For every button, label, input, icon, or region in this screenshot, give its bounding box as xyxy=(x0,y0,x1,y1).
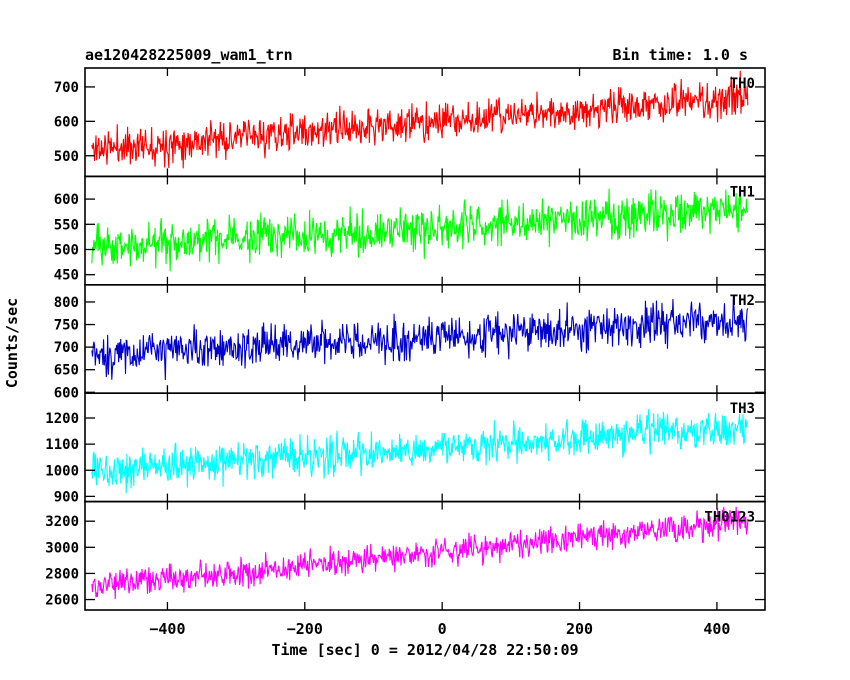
x-tick-label: 0 xyxy=(438,620,447,638)
y-tick-label: 600 xyxy=(54,114,79,130)
y-axis-label: Counts/sec xyxy=(3,298,21,388)
series-line-th2 xyxy=(91,297,749,381)
y-tick-label: 550 xyxy=(54,217,79,233)
series-line-th1 xyxy=(91,185,749,272)
x-tick-label: −200 xyxy=(287,620,323,638)
y-tick-label: 1000 xyxy=(45,463,79,479)
y-tick-label: 750 xyxy=(54,318,79,334)
y-tick-label: 2800 xyxy=(45,566,79,582)
panel-frame-th0123 xyxy=(84,500,766,611)
y-tick-label: 600 xyxy=(54,192,79,208)
x-axis-label: Time [sec] 0 = 2012/04/28 22:50:09 xyxy=(271,641,578,659)
y-tick-label: 900 xyxy=(54,489,79,505)
panel-label-th0: TH0 xyxy=(730,76,755,92)
series-line-th0 xyxy=(91,70,749,169)
x-tick-label: 400 xyxy=(703,620,730,638)
panel-label-th3: TH3 xyxy=(730,401,755,417)
plot-title: ae120428225009_wam1_trn xyxy=(85,46,293,64)
y-tick-label: 600 xyxy=(54,385,79,401)
y-tick-label: 450 xyxy=(54,268,79,284)
panels-group: 500 600 700 TH0 450 500 550 600 TH1 600 650 700 750 8… xyxy=(45,67,766,638)
series-line-th3 xyxy=(91,408,749,494)
y-tick-label: 3000 xyxy=(45,540,79,556)
series-line-th0123 xyxy=(91,506,749,600)
y-tick-label: 650 xyxy=(54,363,79,379)
y-tick-label: 1200 xyxy=(45,411,79,427)
y-tick-label: 800 xyxy=(54,295,79,311)
x-tick-label: 200 xyxy=(566,620,593,638)
y-tick-label: 2600 xyxy=(45,593,79,609)
y-tick-label: 700 xyxy=(54,80,79,96)
bin-time-label: Bin time: 1.0 s xyxy=(613,46,748,64)
y-tick-label: 700 xyxy=(54,340,79,356)
y-tick-label: 1100 xyxy=(45,437,79,453)
y-tick-label: 3200 xyxy=(45,514,79,530)
x-tick-label: −400 xyxy=(149,620,185,638)
y-tick-label: 500 xyxy=(54,243,79,259)
panel-label-th1: TH1 xyxy=(730,184,755,200)
panel-label-th0123: TH0123 xyxy=(704,510,755,526)
y-tick-label: 500 xyxy=(54,149,79,165)
panel-label-th2: TH2 xyxy=(730,293,755,309)
